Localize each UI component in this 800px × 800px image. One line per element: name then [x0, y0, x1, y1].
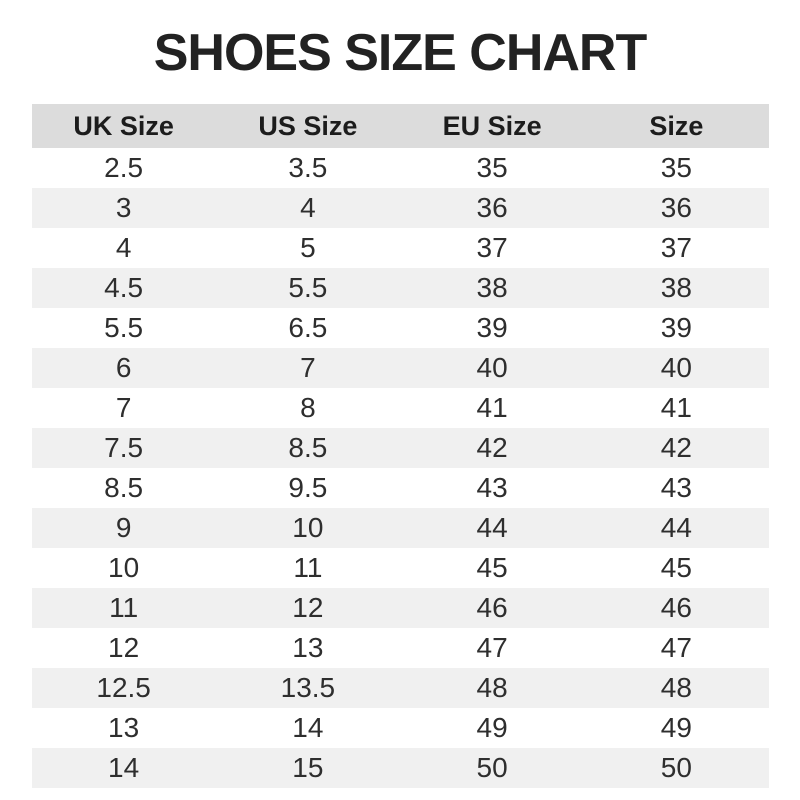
- size-cell: 3.5: [288, 152, 328, 183]
- size-cell: 38: [660, 272, 692, 303]
- size-cell: 41: [476, 392, 508, 423]
- size-cell: 2.5: [104, 152, 144, 183]
- size-cell: 47: [476, 632, 508, 663]
- size-cell: 49: [476, 712, 508, 743]
- size-cell: 14: [108, 752, 140, 783]
- size-cell: 10: [108, 552, 140, 583]
- table-row: 13 14 49 49: [31, 708, 769, 748]
- size-cell: 46: [660, 592, 692, 623]
- size-cell: 4: [300, 192, 316, 223]
- table-row: 9 10 44 44: [31, 508, 769, 548]
- size-cell: 43: [476, 472, 508, 503]
- column-header-us-size: US Size: [215, 104, 400, 148]
- size-cell: 39: [660, 312, 692, 343]
- size-cell: 9.5: [288, 472, 328, 503]
- size-cell: 13: [292, 632, 324, 663]
- page-title: SHOES SIZE CHART: [153, 24, 648, 82]
- size-cell: 44: [660, 512, 692, 543]
- size-cell: 5.5: [104, 312, 144, 343]
- size-cell: 40: [476, 352, 508, 383]
- size-cell: 45: [660, 552, 692, 583]
- size-cell: 8.5: [288, 432, 328, 463]
- table-row: 7.5 8.5 42 42: [31, 428, 769, 468]
- size-cell: 15: [292, 752, 324, 783]
- size-cell: 12: [292, 592, 324, 623]
- size-cell: 48: [476, 672, 508, 703]
- size-cell: 41: [660, 392, 692, 423]
- size-cell: 10: [292, 512, 324, 543]
- size-cell: 11: [109, 592, 139, 623]
- table-row: 14 15 50 50: [31, 748, 769, 788]
- table-row: 12 13 47 47: [31, 628, 769, 668]
- size-cell: 42: [476, 432, 508, 463]
- table-row: 2.5 3.5 35 35: [31, 148, 769, 188]
- table-row: 4.5 5.5 38 38: [31, 268, 769, 308]
- size-cell: 4.5: [104, 272, 144, 303]
- size-cell: 37: [660, 232, 692, 263]
- table-row: 4 5 37 37: [31, 228, 769, 268]
- size-cell: 35: [476, 152, 508, 183]
- size-cell: 42: [660, 432, 692, 463]
- size-cell: 35: [660, 152, 692, 183]
- size-cell: 49: [660, 712, 692, 743]
- size-chart-table: UK Size US Size EU Size Size 2.5 3.5 35 35 3…: [31, 104, 769, 788]
- size-cell: 45: [476, 552, 508, 583]
- table-row: 5.5 6.5 39 39: [31, 308, 769, 348]
- size-cell: 14: [292, 712, 324, 743]
- table-row: 10 11 45 45: [31, 548, 769, 588]
- table-body: 2.5 3.5 35 35 3 4 36 36 4 5 37 37 4.5 5.5 38 38 5.5 6.5 39…: [31, 148, 769, 788]
- column-header-uk-size: UK Size: [31, 104, 216, 148]
- table-row: 11 12 46 46: [31, 588, 769, 628]
- size-cell: 13: [108, 712, 140, 743]
- table-row: 3 4 36 36: [31, 188, 769, 228]
- size-cell: 6: [115, 352, 132, 383]
- size-cell: 12: [108, 632, 140, 663]
- size-cell: 7: [300, 352, 316, 383]
- size-cell: 6.5: [288, 312, 328, 343]
- header-row: UK Size US Size EU Size Size: [31, 104, 769, 148]
- column-header-eu-size: EU Size: [400, 104, 585, 148]
- size-cell: 44: [476, 512, 508, 543]
- size-cell: 43: [660, 472, 692, 503]
- size-cell: 4: [115, 232, 132, 263]
- size-cell: 3: [115, 192, 132, 223]
- size-cell: 36: [476, 192, 508, 223]
- size-cell: 5: [300, 232, 316, 263]
- size-cell: 36: [660, 192, 692, 223]
- table-row: 12.5 13.5 48 48: [31, 668, 769, 708]
- size-cell: 50: [476, 752, 508, 783]
- size-cell: 8: [300, 392, 316, 423]
- size-cell: 5.5: [288, 272, 328, 303]
- table-row: 6 7 40 40: [31, 348, 769, 388]
- size-cell: 39: [476, 312, 508, 343]
- size-cell: 47: [660, 632, 692, 663]
- table-row: 8.5 9.5 43 43: [31, 468, 769, 508]
- size-cell: 50: [660, 752, 692, 783]
- table-header: UK Size US Size EU Size Size: [31, 104, 769, 148]
- size-cell: 8.5: [104, 472, 144, 503]
- size-cell: 37: [476, 232, 508, 263]
- size-cell: 9: [115, 512, 132, 543]
- size-cell: 7: [115, 392, 132, 423]
- column-header-size: Size: [584, 104, 769, 148]
- size-cell: 48: [660, 672, 692, 703]
- size-cell: 12.5: [96, 672, 151, 703]
- size-cell: 46: [476, 592, 508, 623]
- size-cell: 38: [476, 272, 508, 303]
- size-cell: 13.5: [280, 672, 336, 703]
- size-cell: 11: [293, 552, 323, 583]
- table-row: 7 8 41 41: [31, 388, 769, 428]
- size-cell: 7.5: [104, 432, 144, 463]
- size-cell: 40: [660, 352, 692, 383]
